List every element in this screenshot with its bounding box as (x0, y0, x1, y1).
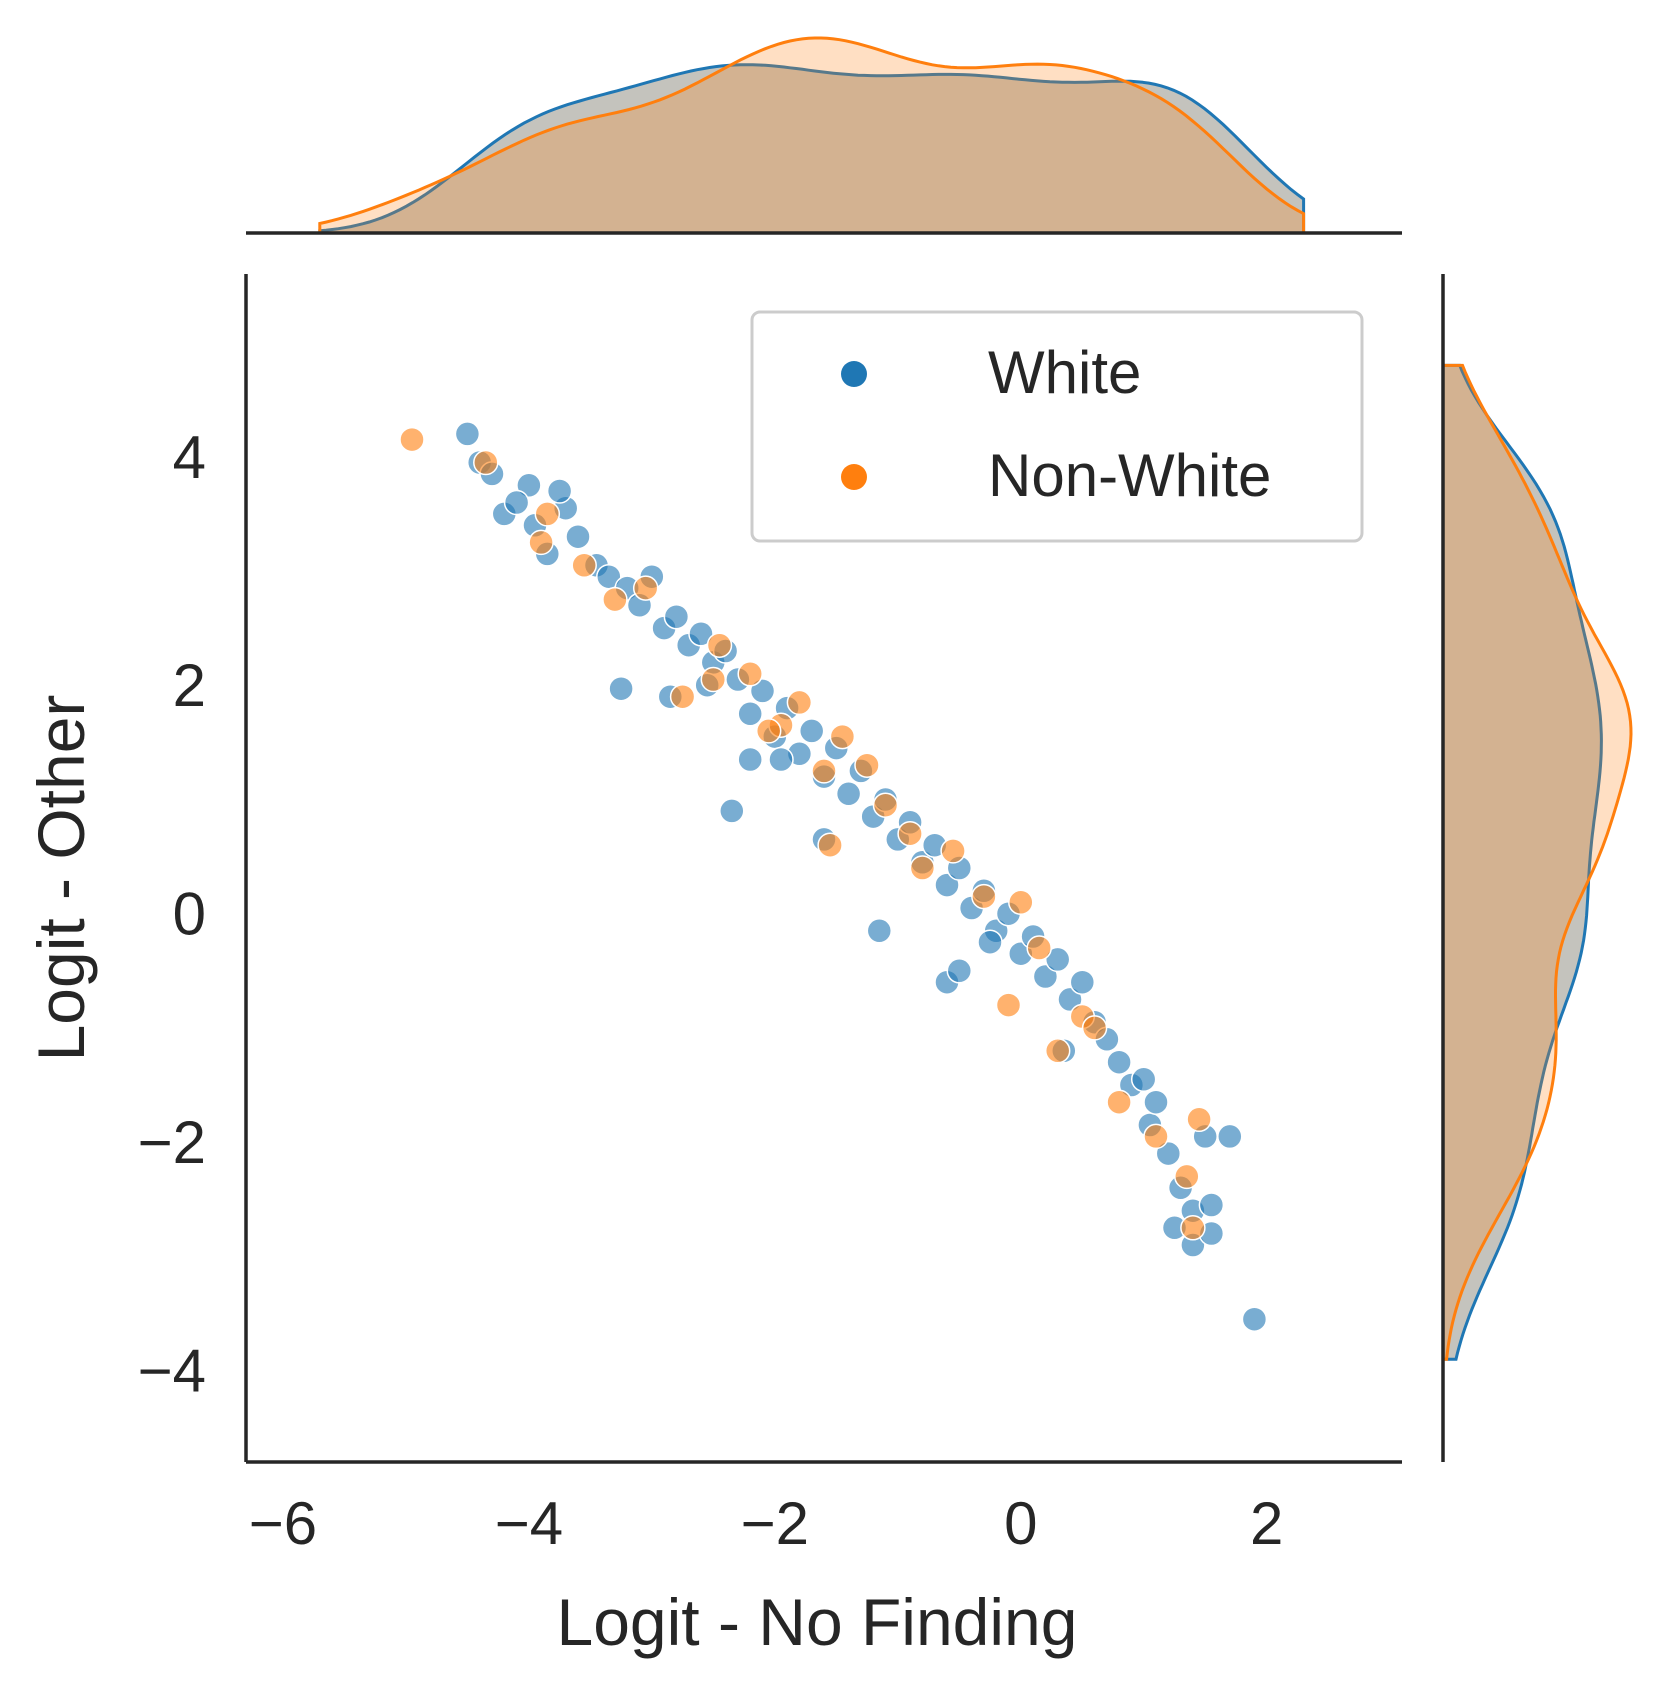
data-point-white (946, 958, 973, 984)
data-point-non-white (829, 723, 856, 750)
y-tick-label: 0 (173, 881, 206, 948)
legend-label-non-white: Non-White (988, 442, 1271, 509)
x-tick-label: 0 (1004, 1490, 1037, 1557)
data-point-non-white (995, 992, 1022, 1018)
y-tick-label: 4 (173, 424, 206, 491)
data-point-white (663, 603, 690, 630)
y-tick-label: 2 (173, 652, 206, 719)
data-point-non-white (786, 689, 813, 716)
data-point-non-white (1044, 1038, 1071, 1064)
legend-frame (750, 310, 1364, 543)
data-point-non-white (700, 666, 727, 693)
data-point-non-white (706, 632, 733, 658)
data-point-non-white (1008, 889, 1034, 916)
data-point-non-white (737, 661, 763, 687)
data-point-white (737, 746, 763, 773)
data-point-non-white (811, 758, 837, 784)
data-point-non-white (632, 575, 659, 601)
x-ticks: −6 −4 −2 0 2 (249, 1490, 1284, 1557)
data-point-white (977, 929, 1003, 955)
data-point-non-white (1143, 1123, 1169, 1150)
y-tick-label: −4 (138, 1338, 206, 1405)
data-point-white (719, 798, 745, 824)
data-point-non-white (909, 855, 936, 881)
data-point-white (934, 872, 960, 898)
data-point-white (503, 489, 530, 516)
data-point-white (1217, 1123, 1243, 1150)
data-point-non-white (528, 529, 554, 556)
data-point-non-white (940, 838, 966, 864)
data-point-non-white (669, 683, 696, 710)
data-point-non-white (1180, 1215, 1206, 1241)
data-point-non-white (473, 449, 499, 476)
kde-right-white (1441, 363, 1603, 1361)
data-point-white (1241, 1306, 1268, 1332)
kde-top-non-white (318, 36, 1306, 235)
data-point-white (1130, 1066, 1157, 1093)
data-point-white (454, 421, 481, 447)
x-tick-label: −4 (495, 1490, 563, 1557)
data-point-non-white (1081, 1015, 1108, 1041)
right-marginal-kde (1441, 274, 1633, 1462)
y-tick-label: −2 (138, 1109, 206, 1176)
legend-marker-non-white (841, 464, 867, 490)
kde-top-white (318, 63, 1306, 235)
axes-spines (244, 274, 1402, 1464)
data-point-non-white (854, 752, 880, 778)
x-axis-label: Logit - No Finding (557, 1585, 1078, 1659)
data-point-non-white (1174, 1163, 1200, 1190)
data-point-non-white (1026, 935, 1052, 961)
data-point-non-white (571, 552, 597, 579)
x-tick-label: −2 (741, 1490, 809, 1557)
data-point-non-white (1186, 1106, 1212, 1133)
data-point-non-white (399, 426, 425, 453)
legend: White Non-White (750, 310, 1364, 543)
data-point-non-white (872, 792, 899, 818)
data-point-white (866, 918, 893, 944)
data-point-white (737, 701, 763, 727)
data-point-non-white (534, 501, 561, 527)
data-point-non-white (1106, 1089, 1132, 1115)
legend-marker-white (841, 361, 867, 387)
data-point-white (1143, 1089, 1169, 1115)
data-point-white (1044, 946, 1071, 973)
x-tick-label: −6 (249, 1490, 317, 1557)
data-point-non-white (971, 883, 997, 910)
top-marginal-kde (246, 36, 1402, 235)
data-point-white (1198, 1192, 1225, 1218)
kde-right-non-white (1441, 363, 1633, 1361)
data-point-non-white (817, 832, 843, 858)
scatter-points (399, 421, 1268, 1332)
data-point-non-white (897, 820, 923, 847)
data-point-white (1032, 963, 1059, 990)
y-ticks: −4 −2 0 2 4 (138, 424, 206, 1405)
data-point-white (546, 478, 573, 504)
data-point-white (608, 675, 634, 702)
data-point-white (565, 523, 591, 550)
data-point-non-white (602, 586, 628, 613)
data-point-white (1106, 1049, 1132, 1075)
data-point-non-white (755, 718, 782, 744)
data-point-white (798, 718, 825, 744)
data-point-white (516, 472, 542, 499)
legend-label-white: White (988, 339, 1141, 406)
data-point-white (1155, 1140, 1182, 1167)
data-point-white (1069, 969, 1096, 995)
data-point-white (1057, 986, 1083, 1013)
data-point-white (768, 746, 794, 773)
x-tick-label: 2 (1250, 1490, 1283, 1557)
y-axis-label: Logit - Other (24, 695, 98, 1062)
data-point-white (749, 678, 776, 704)
data-point-white (835, 781, 862, 807)
data-point-white (688, 621, 714, 647)
